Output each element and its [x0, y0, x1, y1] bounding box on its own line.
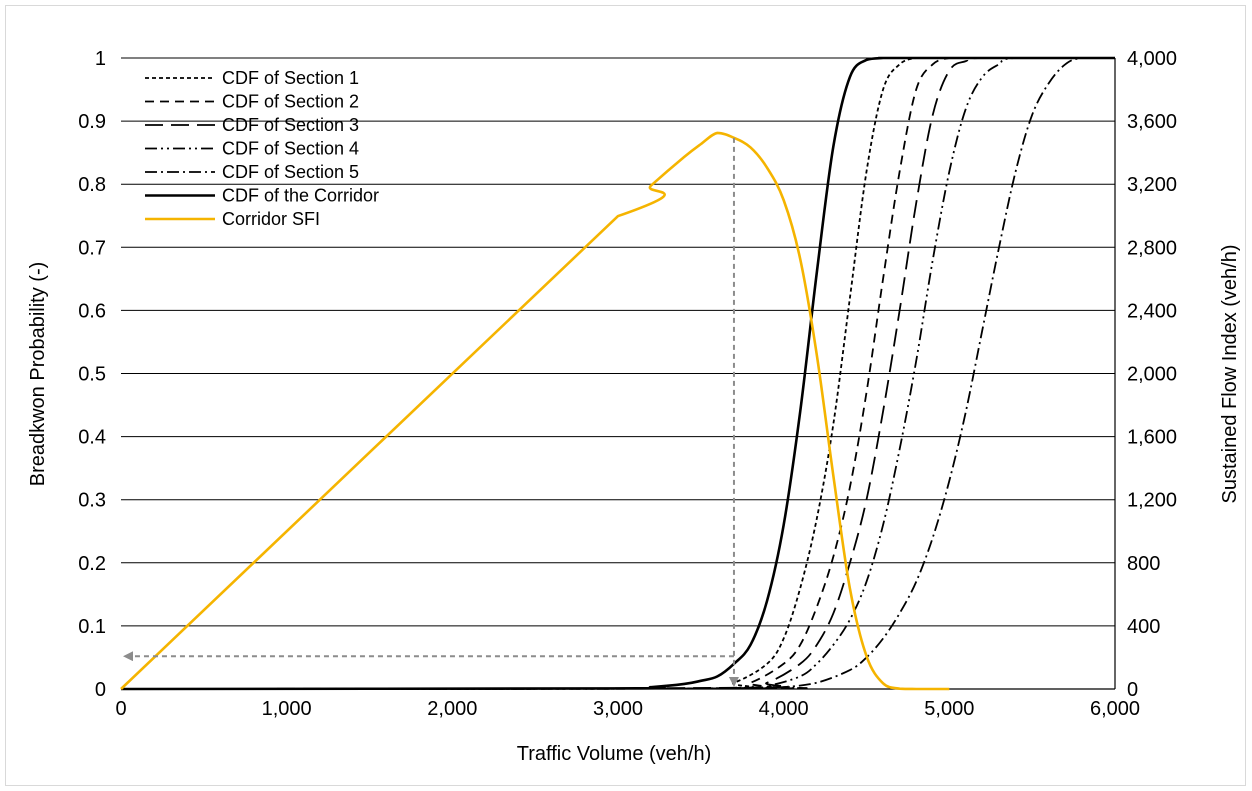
y2-tick-label: 3,600 [1127, 111, 1177, 133]
annotations [123, 137, 739, 687]
series-line-7 [120, 131, 950, 691]
y-tick-label: 0.1 [78, 616, 106, 638]
x-axis-title: Traffic Volume (veh/h) [517, 743, 712, 765]
x-tick-label: 0 [115, 698, 126, 720]
y-tick-label: 0.4 [78, 427, 106, 449]
x-tick-label: 3,000 [593, 698, 643, 720]
y-tick-label: 0.2 [78, 553, 106, 575]
legend: CDF of Section 1 CDF of Section 2 CDF of S… [145, 68, 379, 229]
x-tick-label: 4,000 [759, 698, 809, 720]
legend-label-2: CDF of Section 2 [222, 92, 359, 112]
series-line-5 [120, 57, 1115, 690]
series-line-6 [120, 56, 1115, 691]
legend-label-7: Corridor SFI [222, 209, 320, 229]
y2-tick-label: 0 [1127, 679, 1138, 701]
y-tick-labels: 0 0.1 0.2 0.3 0.4 0.5 0.6 0.7 0.8 0.9 1 [78, 48, 106, 701]
y-tick-label: 0 [95, 679, 106, 701]
y2-tick-label: 4,000 [1127, 48, 1177, 70]
legend-label-5: CDF of Section 5 [222, 162, 359, 182]
legend-label-4: CDF of Section 4 [222, 139, 359, 159]
y2-axis-title: Sustained Flow Index (veh/h) [1219, 244, 1241, 503]
y2-tick-label: 800 [1127, 553, 1160, 575]
y-tick-label: 1 [95, 48, 106, 70]
y2-tick-label: 1,200 [1127, 490, 1177, 512]
y2-tick-label: 3,200 [1127, 174, 1177, 196]
y2-tick-label: 2,400 [1127, 300, 1177, 322]
legend-label-1: CDF of Section 1 [222, 68, 359, 88]
x-tick-label: 6,000 [1090, 698, 1140, 720]
y-tick-label: 0.7 [78, 237, 106, 259]
y2-tick-label: 2,000 [1127, 364, 1177, 386]
series-line-4 [120, 57, 1115, 690]
y2-tick-label: 1,600 [1127, 427, 1177, 449]
y2-tick-label: 400 [1127, 616, 1160, 638]
series-line-2 [120, 57, 1115, 690]
y2-tick-label: 2,800 [1127, 237, 1177, 259]
x-tick-labels: 0 1,000 2,000 3,000 4,000 5,000 6,000 [115, 698, 1140, 720]
x-tick-label: 1,000 [262, 698, 312, 720]
y-tick-label: 0.5 [78, 364, 106, 386]
y-tick-label: 0.8 [78, 174, 106, 196]
y2-tick-labels: 0 400 800 1,200 1,600 2,000 2,400 2,800 3,200 3,6… [1127, 48, 1177, 701]
y-tick-label: 0.6 [78, 300, 106, 322]
y-axis-title: Breadkwon Probability (-) [27, 262, 49, 487]
chart-frame [5, 5, 1246, 786]
y-tick-label: 0.3 [78, 490, 106, 512]
legend-label-3: CDF of Section 3 [222, 115, 359, 135]
x-tick-label: 5,000 [924, 698, 974, 720]
y-tick-label: 0.9 [78, 111, 106, 133]
x-tick-label: 2,000 [427, 698, 477, 720]
legend-label-6: CDF of the Corridor [222, 186, 379, 206]
series-lines [120, 56, 1115, 691]
